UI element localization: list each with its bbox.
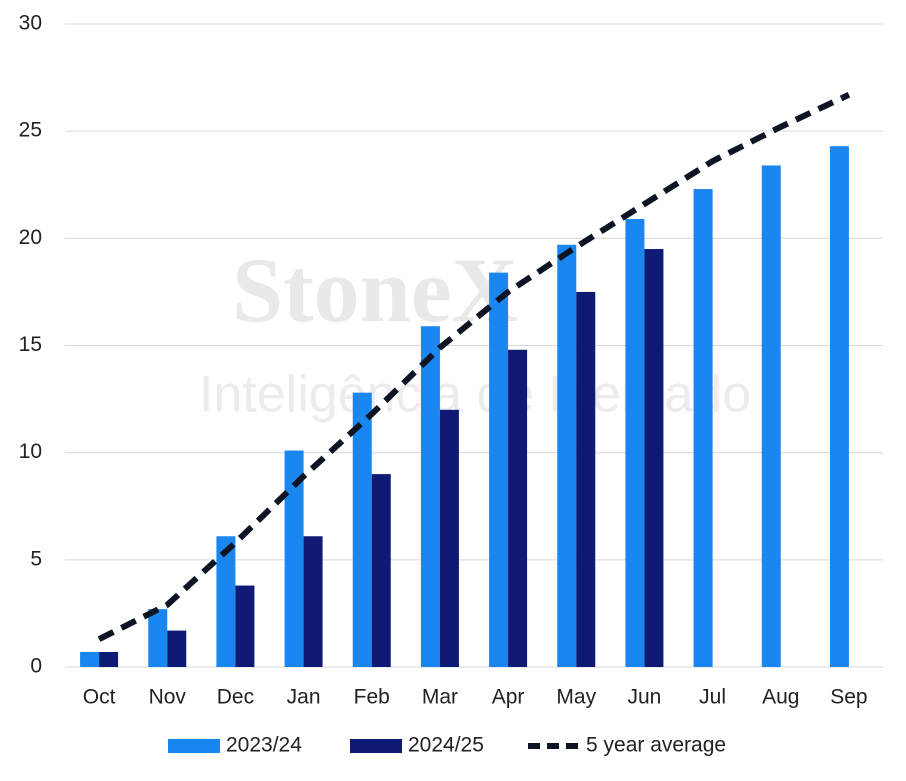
bar [420,326,440,667]
bar [99,651,119,667]
x-tick-label: Apr [492,686,525,709]
bar [371,474,391,667]
bar [235,585,255,667]
y-tick-label: 15 [19,333,42,356]
bar [303,536,323,667]
bar [829,146,849,668]
x-tick-label: May [556,686,596,709]
legend-swatch [168,739,220,753]
line [97,92,851,642]
y-tick-label: 10 [19,440,42,463]
x-tick-label: Sep [830,686,867,709]
bar [489,272,509,667]
bar [508,349,528,667]
bar [80,651,100,667]
x-tick-label: Mar [422,686,458,709]
x-tick-label: Aug [762,686,799,709]
y-tick-label: 30 [19,12,42,35]
bar [693,189,713,667]
legend-label: 5 year average [586,734,726,757]
x-tick-label: Oct [83,686,116,709]
bar [167,630,187,667]
bar [352,392,372,667]
watermark: StoneX [232,239,518,341]
y-tick-label: 0 [30,655,42,678]
y-tick-label: 25 [19,119,42,142]
bar [761,165,781,667]
watermark: Inteligência de Mercado [199,366,751,424]
y-tick-label: 5 [30,547,42,570]
bar [148,609,168,667]
legend-swatch [350,739,402,753]
x-tick-label: Nov [149,686,187,709]
bar [284,450,304,667]
bar [644,249,664,668]
bar [557,244,577,667]
x-tick-label: Jan [287,686,321,709]
legend-label: 2024/25 [408,734,484,757]
bar [439,409,459,667]
x-tick-label: Feb [354,686,390,709]
x-tick-label: Jul [699,686,726,709]
bar [625,219,645,667]
y-tick-label: 20 [19,226,42,249]
x-tick-label: Jun [627,686,661,709]
x-tick-label: Dec [217,686,254,709]
bar [576,291,596,667]
legend-label: 2023/24 [226,734,302,757]
bar [216,536,236,667]
